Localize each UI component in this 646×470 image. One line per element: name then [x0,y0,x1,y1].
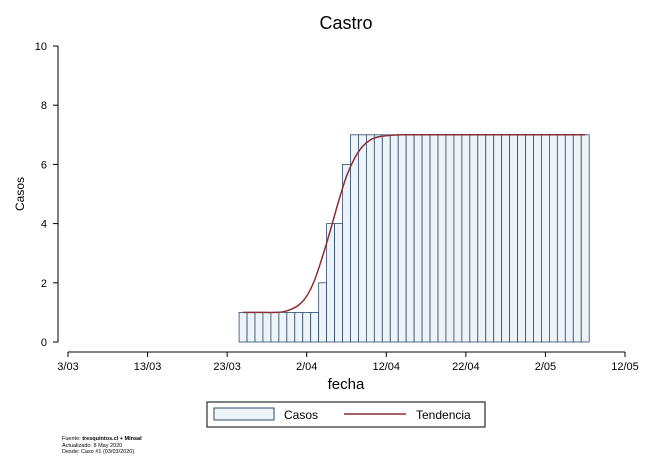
bar [469,134,479,343]
bar [294,311,304,343]
bar [525,134,534,343]
bar [549,134,558,343]
bar [453,134,463,343]
bar-series [238,134,590,343]
bar [286,311,296,343]
y-tick-label: 6 [41,159,47,171]
bar [556,134,566,343]
bar [501,134,511,343]
bar [373,134,383,343]
source-name: tresquintos.cl + Minsal [82,436,142,442]
bar [429,134,439,343]
legend-label-casos: Casos [284,408,318,422]
bar [572,134,582,343]
legend-label-tendencia: Tendencia [416,408,471,422]
updated-line: Actualizado: 8 May 2020 [62,442,123,449]
chart-title: Castro [319,13,372,33]
bar [381,134,391,343]
y-tick-label: 4 [41,219,47,231]
bar [493,134,503,343]
bar [477,134,487,343]
bar [318,282,328,343]
bar [509,134,518,343]
since-line: Desde: Caso #1 (03/03/2020) [62,449,135,455]
bar [397,134,407,343]
trend-line [243,134,586,314]
bar [270,311,280,343]
bar [310,311,320,343]
x-tick-label: 13/03 [134,361,162,373]
bar [405,134,415,343]
bar [421,134,431,343]
bar [334,223,343,343]
x-axis-title: fecha [328,376,365,393]
bar [564,134,574,343]
bar [262,311,272,343]
bar [541,134,550,343]
x-tick-label: 3/03 [57,361,78,373]
x-tick-label: 22/04 [452,361,480,373]
bar [445,134,455,343]
y-axis-title: Casos [13,177,27,211]
bar [365,134,375,343]
x-tick-label: 12/05 [611,361,639,373]
y-tick-label: 10 [35,41,47,53]
bar [485,134,495,343]
bar [342,163,351,343]
bar [246,311,256,343]
x-tick-label: 2/05 [535,361,556,373]
y-tick-label: 2 [41,278,47,290]
bar [254,311,264,343]
bar [461,134,471,343]
bar [580,134,590,343]
bar [437,134,447,343]
bar [533,134,542,343]
bar [389,134,399,343]
legend-swatch-casos [213,407,275,421]
bar [238,311,248,343]
x-tick-label: 12/04 [373,361,401,373]
source-prefix: Fuente: [62,436,83,442]
source-line: Fuente: tresquintos.cl + Minsal [62,436,142,443]
x-tick-label: 23/03 [213,361,241,373]
bar [358,134,367,343]
legend: Casos Tendencia [206,401,486,428]
bar [350,134,359,343]
bar [278,311,288,343]
y-tick-label: 0 [41,337,47,349]
axes: 0 2 4 6 8 10 3/03 13/03 23/03 2/04 12/04 22/04 2/05 1… [35,41,639,373]
y-tick-label: 8 [41,100,47,112]
bar [302,311,312,343]
source-note: Fuente: tresquintos.cl + Minsal Actualiz… [62,436,142,456]
bar [413,134,423,343]
bar [517,134,526,343]
x-tick-label: 2/04 [296,361,317,373]
